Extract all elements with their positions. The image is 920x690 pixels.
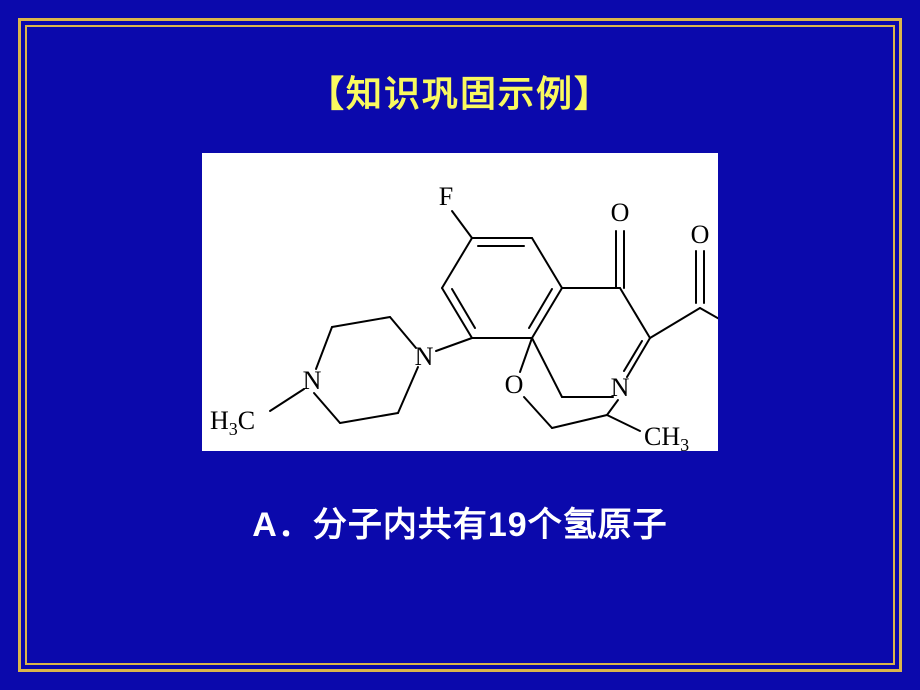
answer-suffix: 个氢原子 bbox=[528, 506, 668, 544]
bond bbox=[442, 238, 472, 288]
bond bbox=[532, 288, 562, 338]
atom-o-ring: O bbox=[505, 370, 524, 399]
bond bbox=[627, 338, 650, 377]
bond-cooh bbox=[650, 308, 700, 338]
bond-pip bbox=[332, 317, 390, 327]
bond-pip bbox=[314, 393, 340, 423]
bond bbox=[532, 238, 562, 288]
bond-pip bbox=[436, 338, 472, 351]
bond-nme bbox=[270, 389, 304, 411]
molecule-diagram: F O O OH N O N N CH3 H3C bbox=[202, 153, 718, 451]
molecule-svg: F O O OH N O N N CH3 H3C bbox=[202, 153, 718, 451]
bond-pip bbox=[316, 327, 332, 369]
atom-n-pip1: N bbox=[415, 342, 434, 371]
outer-frame: 【知识巩固示例】 bbox=[18, 18, 902, 672]
answer-line: A．分子内共有19个氢原子 bbox=[252, 497, 667, 546]
bond-oxa bbox=[524, 397, 552, 428]
atom-n-pip2: N bbox=[303, 366, 322, 395]
bond-oxa bbox=[552, 415, 607, 428]
atom-ch3-right: CH3 bbox=[644, 422, 689, 451]
atom-o-acid: O bbox=[691, 220, 710, 249]
bond bbox=[620, 288, 650, 338]
answer-number: 19 bbox=[488, 506, 528, 544]
atom-n-ring: N bbox=[611, 373, 630, 402]
bond-oxa bbox=[520, 338, 532, 372]
atom-o-ketone: O bbox=[611, 198, 630, 227]
answer-prefix: A．分子内共有 bbox=[252, 506, 488, 544]
atom-f: F bbox=[439, 182, 453, 211]
bond-cooh-oh bbox=[700, 308, 718, 328]
bond-f bbox=[452, 211, 472, 238]
bond-pip bbox=[398, 367, 418, 413]
slide-title: 【知识巩固示例】 bbox=[308, 65, 612, 117]
bond-pip bbox=[390, 317, 416, 348]
atom-h3c-left: H3C bbox=[210, 406, 255, 439]
inner-frame: 【知识巩固示例】 bbox=[25, 25, 895, 665]
bond bbox=[442, 288, 472, 338]
bond-ch3r bbox=[607, 415, 640, 431]
bond-pip bbox=[340, 413, 398, 423]
bond-oxa bbox=[532, 338, 562, 397]
bond-oxa bbox=[607, 400, 618, 415]
